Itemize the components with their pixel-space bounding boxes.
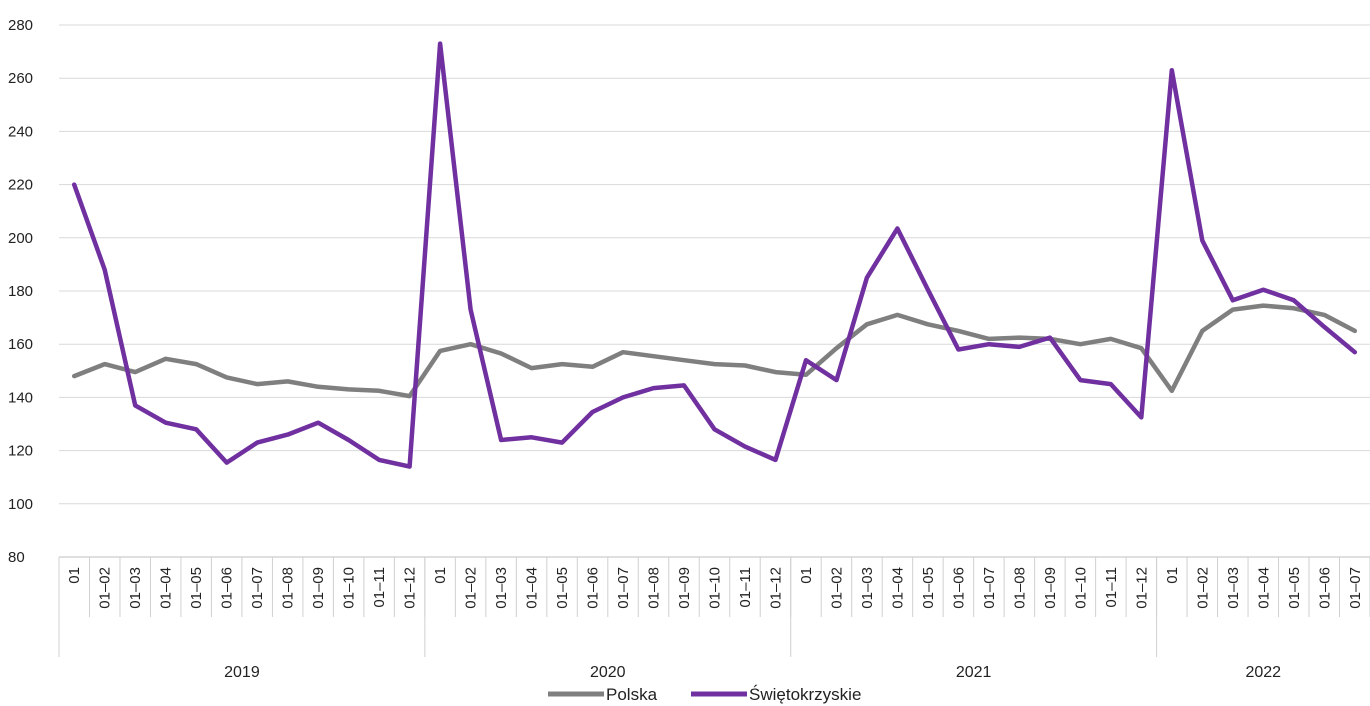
x-tick-label: 01–05 — [1286, 567, 1303, 609]
y-tick-label: 120 — [8, 443, 33, 460]
y-tick-label: 80 — [8, 549, 25, 566]
x-tick-label: 01–02 — [463, 567, 480, 609]
x-tick-label: 01–04 — [889, 567, 906, 609]
x-tick-label: 01–03 — [1225, 567, 1242, 609]
x-tick-label: 01–09 — [1042, 567, 1059, 609]
x-tick-label: 01–06 — [219, 567, 236, 609]
x-tick-label: 01–06 — [950, 567, 967, 609]
x-tick-label: 01 — [1164, 567, 1181, 584]
x-tick-label: 01–11 — [1103, 567, 1120, 608]
x-tick-label: 01–10 — [1072, 567, 1089, 609]
x-tick-label: 01–05 — [188, 567, 205, 609]
x-tick-label: 01–05 — [554, 567, 571, 609]
x-tick-label: 01–03 — [127, 567, 144, 609]
y-tick-label: 260 — [8, 70, 33, 87]
x-tick-label: 01–07 — [1347, 567, 1364, 609]
x-axis: 01 01–02 01–03 01–04 01–05 01–06 01–07 01–08 01–… — [58, 556, 1370, 681]
legend-label: Świętokrzyskie — [749, 685, 861, 704]
x-tick-label: 01–02 — [97, 567, 114, 609]
x-tick-label: 01–04 — [158, 567, 175, 609]
x-tick-label: 01–07 — [249, 567, 266, 609]
x-tick-label: 01–02 — [1194, 567, 1211, 609]
legend-label: Polska — [606, 685, 658, 704]
x-tick-label: 01 — [66, 567, 83, 584]
group-label: 2021 — [956, 664, 992, 681]
x-tick-label: 01 — [432, 567, 449, 584]
x-tick-label: 01–09 — [310, 567, 327, 609]
x-tick-label: 01–02 — [828, 567, 845, 609]
y-tick-label: 280 — [8, 17, 33, 34]
series-line-polska — [71, 303, 1358, 399]
x-tick-label: 01–07 — [615, 567, 632, 609]
x-tick-label: 01–06 — [1316, 567, 1333, 609]
x-tick-label: 01–07 — [981, 567, 998, 609]
x-tick-label: 01–03 — [859, 567, 876, 609]
y-tick-label: 160 — [8, 336, 33, 353]
series-lines — [71, 41, 1358, 469]
x-tick-label: 01–06 — [585, 567, 602, 609]
y-tick-label: 180 — [8, 283, 33, 300]
x-tick-label: 01–12 — [767, 567, 784, 609]
x-tick-label: 01 — [798, 567, 815, 584]
x-tick-label: 01–10 — [707, 567, 724, 609]
y-axis: 80 100 120 140 160 180 200 220 240 260 280 — [8, 17, 33, 566]
x-tick-label: 01–11 — [737, 567, 754, 608]
y-tick-label: 220 — [8, 177, 33, 194]
group-label: 2020 — [590, 664, 626, 681]
x-tick-label: 01–03 — [493, 567, 510, 609]
x-tick-label: 01–08 — [1011, 567, 1028, 609]
x-tick-label: 01–08 — [280, 567, 297, 609]
gridlines — [59, 24, 1370, 505]
legend: Polska Świętokrzyskie — [548, 685, 861, 704]
x-tick-label: 01–05 — [920, 567, 937, 609]
x-tick-label: 01–11 — [371, 567, 388, 608]
x-tick-label: 01–04 — [1255, 567, 1272, 609]
group-label: 2022 — [1245, 664, 1281, 681]
y-tick-label: 240 — [8, 123, 33, 140]
x-tick-label: 01–08 — [646, 567, 663, 609]
x-tick-label: 01–04 — [524, 567, 541, 609]
x-tick-label: 01–10 — [341, 567, 358, 609]
series-line-swietokrzyskie — [71, 41, 1358, 469]
group-label: 2019 — [224, 664, 260, 681]
y-tick-label: 100 — [8, 496, 33, 513]
x-tick-label: 01–09 — [676, 567, 693, 609]
y-tick-label: 140 — [8, 389, 33, 406]
y-tick-label: 200 — [8, 230, 33, 247]
x-tick-label: 01–12 — [1133, 567, 1150, 609]
x-tick-label: 01–12 — [402, 567, 419, 609]
